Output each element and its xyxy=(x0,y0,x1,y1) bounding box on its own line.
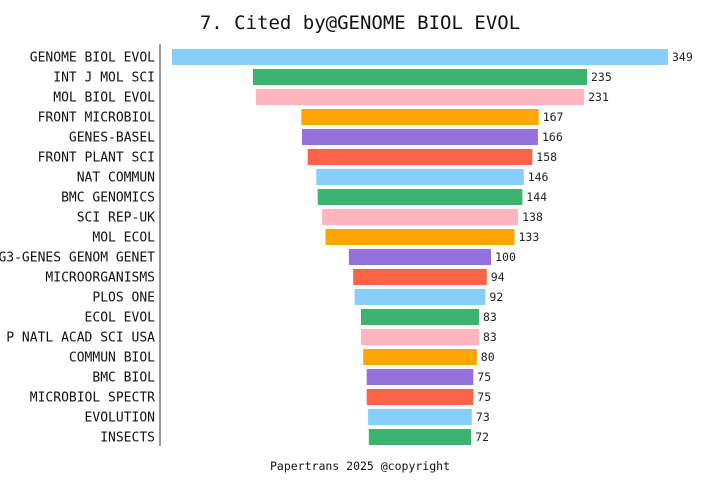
value-label: 83 xyxy=(483,330,497,344)
bar xyxy=(253,69,587,85)
category-label: GENOME BIOL EVOL xyxy=(30,51,155,66)
category-label: COMMUN BIOL xyxy=(69,351,155,366)
category-label: P NATL ACAD SCI USA xyxy=(6,331,155,346)
category-label: ECOL EVOL xyxy=(85,311,156,326)
value-label: 167 xyxy=(543,110,564,124)
value-label: 100 xyxy=(495,250,516,264)
bar xyxy=(361,309,479,325)
category-label: INT J MOL SCI xyxy=(53,71,155,86)
bar xyxy=(363,349,477,365)
value-label: 146 xyxy=(528,170,549,184)
bar xyxy=(354,289,486,305)
category-label: BMC GENOMICS xyxy=(61,191,155,206)
value-label: 75 xyxy=(477,370,491,384)
category-label: NAT COMMUN xyxy=(77,171,155,186)
category-label: INSECTS xyxy=(100,431,155,446)
category-label: G3-GENES GENOM GENET xyxy=(0,251,155,266)
bar xyxy=(368,409,472,425)
category-label: MICROORGANISMS xyxy=(45,271,155,286)
bar xyxy=(255,89,585,105)
bar xyxy=(366,369,474,385)
bar xyxy=(321,209,518,225)
bar xyxy=(302,129,538,145)
bar xyxy=(366,389,474,405)
value-label: 166 xyxy=(542,130,563,144)
bar xyxy=(353,269,487,285)
value-label: 231 xyxy=(588,90,609,104)
value-label: 133 xyxy=(519,230,540,244)
category-label: MOL ECOL xyxy=(92,231,155,246)
value-label: 144 xyxy=(526,190,547,204)
value-label: 94 xyxy=(491,270,505,284)
value-label: 72 xyxy=(475,430,489,444)
bar xyxy=(325,229,515,245)
bar xyxy=(348,249,491,265)
bar xyxy=(368,429,472,445)
category-label: SCI REP-UK xyxy=(77,211,155,226)
category-label: MICROBIOL SPECTR xyxy=(30,391,155,406)
value-label: 158 xyxy=(536,150,557,164)
value-label: 83 xyxy=(483,310,497,324)
category-label: PLOS ONE xyxy=(92,291,155,306)
category-label: MOL BIOL EVOL xyxy=(53,91,155,106)
category-label: EVOLUTION xyxy=(85,411,155,426)
value-label: 80 xyxy=(481,350,495,364)
bar xyxy=(361,329,479,345)
value-label: 75 xyxy=(477,390,491,404)
bar xyxy=(301,109,539,125)
category-label: FRONT PLANT SCI xyxy=(38,151,155,166)
value-label: 92 xyxy=(489,290,503,304)
value-label: 138 xyxy=(522,210,543,224)
bar xyxy=(172,49,668,65)
value-label: 73 xyxy=(476,410,490,424)
chart-footer: Papertrans 2025 @copyright xyxy=(270,459,450,473)
category-label: GENES-BASEL xyxy=(69,131,155,146)
chart-title: 7. Cited by@GENOME BIOL EVOL xyxy=(200,12,520,34)
bar xyxy=(307,149,533,165)
value-label: 235 xyxy=(591,70,612,84)
category-label: BMC BIOL xyxy=(92,371,155,386)
bar xyxy=(317,189,523,205)
bars-group: GENOME BIOL EVOL 349 INT J MOL SCI 235 MOL B… xyxy=(0,49,693,446)
value-label: 349 xyxy=(672,50,693,64)
category-label: FRONT MICROBIOL xyxy=(38,111,156,126)
bar xyxy=(316,169,524,185)
